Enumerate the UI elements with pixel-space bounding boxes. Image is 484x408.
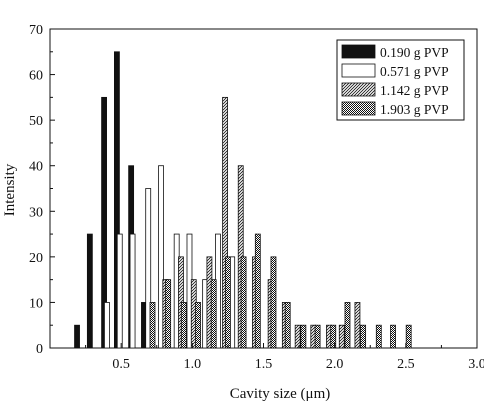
bar-series-4-6 <box>225 256 231 349</box>
bar-series-1-1 <box>74 324 80 349</box>
bar-series-4-11 <box>300 324 307 349</box>
y-tick-label: 50 <box>29 114 43 129</box>
bars-group <box>74 51 412 349</box>
legend-label: 0.571 g PVP <box>380 64 449 79</box>
bar-series-2-1 <box>104 302 110 349</box>
x-tick-label: 2.0 <box>326 357 344 372</box>
y-tick-label: 0 <box>36 342 43 357</box>
x-axis-label: Cavity size (μm) <box>230 386 331 402</box>
legend-swatch <box>341 63 376 78</box>
axes-group: 0 10 20 30 40 50 60 70 0.5 1.0 1.5 2.0 2.5 3.0 <box>29 23 484 372</box>
y-tick-label: 30 <box>29 205 43 220</box>
y-tick-label: 10 <box>29 296 43 311</box>
bar-series-4-10 <box>284 302 291 349</box>
bar-series-4-4 <box>195 302 201 349</box>
bar-series-4-12 <box>314 324 321 349</box>
x-tick-label: 1.0 <box>184 357 202 372</box>
x-tick-label: 0.5 <box>112 357 130 372</box>
y-tick-label: 20 <box>29 251 43 266</box>
bar-series-3-10 <box>294 324 301 349</box>
y-axis-label: Intensity <box>2 163 18 216</box>
x-tick-label: 2.5 <box>397 357 415 372</box>
bar-series-2-5 <box>158 165 164 349</box>
y-tick-label: 40 <box>29 160 43 175</box>
bar-series-4-13 <box>330 324 337 349</box>
legend-label: 1.142 g PVP <box>380 83 449 98</box>
legend: 0.190 g PVP 0.571 g PVP 1.142 g PVP 1.903 g… <box>336 39 465 121</box>
y-tick-label: 60 <box>29 69 43 84</box>
bar-series-2-4 <box>145 188 152 349</box>
legend-label: 0.190 g PVP <box>380 45 449 60</box>
bar-series-4-5 <box>210 279 217 349</box>
legend-swatch <box>341 82 376 97</box>
bar-series-1-2 <box>86 233 93 349</box>
bar-series-3-13 <box>338 324 345 349</box>
bar-series-4-7 <box>240 256 247 349</box>
bar-series-2-3 <box>129 233 136 349</box>
bar-series-4-17 <box>390 324 396 349</box>
legend-swatch <box>341 101 376 116</box>
y-tick-label: 70 <box>29 23 43 38</box>
bar-series-4-1 <box>149 302 156 349</box>
bar-series-4-9 <box>270 256 277 349</box>
bar-series-4-3 <box>180 302 187 349</box>
legend-swatch <box>341 44 376 59</box>
bar-series-4-2 <box>165 279 172 349</box>
x-tick-label: 1.5 <box>255 357 273 372</box>
bar-series-2-2 <box>116 233 123 349</box>
bar-series-4-15 <box>360 324 367 349</box>
bar-series-4-8 <box>254 233 261 349</box>
bar-series-4-14 <box>344 302 351 349</box>
bar-series-4-18 <box>405 324 412 349</box>
x-tick-label: 3.0 <box>468 357 484 372</box>
bar-series-4-16 <box>375 324 382 349</box>
bar-series-3-14 <box>354 302 361 349</box>
legend-label: 1.903 g PVP <box>380 102 449 117</box>
